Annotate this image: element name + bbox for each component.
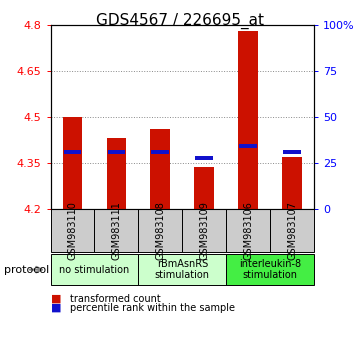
Text: GSM983111: GSM983111: [112, 201, 121, 260]
Text: GSM983106: GSM983106: [243, 201, 253, 260]
Bar: [152, 150, 169, 154]
Text: interleukin-8
stimulation: interleukin-8 stimulation: [239, 259, 301, 280]
Bar: [282, 157, 302, 209]
Bar: [239, 144, 257, 148]
Text: GSM983107: GSM983107: [287, 201, 297, 260]
Text: no stimulation: no stimulation: [59, 264, 130, 275]
Bar: [194, 167, 214, 209]
Bar: [106, 138, 126, 209]
Bar: [62, 117, 82, 209]
Bar: [195, 156, 213, 160]
Bar: [283, 150, 301, 154]
Text: GSM983108: GSM983108: [155, 201, 165, 260]
Bar: [270, 209, 314, 252]
Bar: [226, 209, 270, 252]
Text: transformed count: transformed count: [70, 294, 161, 304]
Bar: [182, 209, 226, 252]
Bar: [151, 129, 170, 209]
Text: GDS4567 / 226695_at: GDS4567 / 226695_at: [96, 12, 265, 29]
Text: ■: ■: [51, 303, 65, 313]
Text: GSM983109: GSM983109: [199, 201, 209, 260]
Bar: [51, 254, 138, 285]
Bar: [238, 31, 258, 209]
Text: percentile rank within the sample: percentile rank within the sample: [70, 303, 235, 313]
Bar: [51, 209, 95, 252]
Bar: [226, 254, 314, 285]
Bar: [64, 150, 81, 154]
Bar: [95, 209, 138, 252]
Text: GSM983110: GSM983110: [68, 201, 78, 260]
Bar: [108, 150, 125, 154]
Text: rBmAsnRS
stimulation: rBmAsnRS stimulation: [155, 259, 210, 280]
Text: protocol: protocol: [4, 264, 49, 275]
Bar: [138, 254, 226, 285]
Bar: [138, 209, 182, 252]
Text: ■: ■: [51, 294, 65, 304]
